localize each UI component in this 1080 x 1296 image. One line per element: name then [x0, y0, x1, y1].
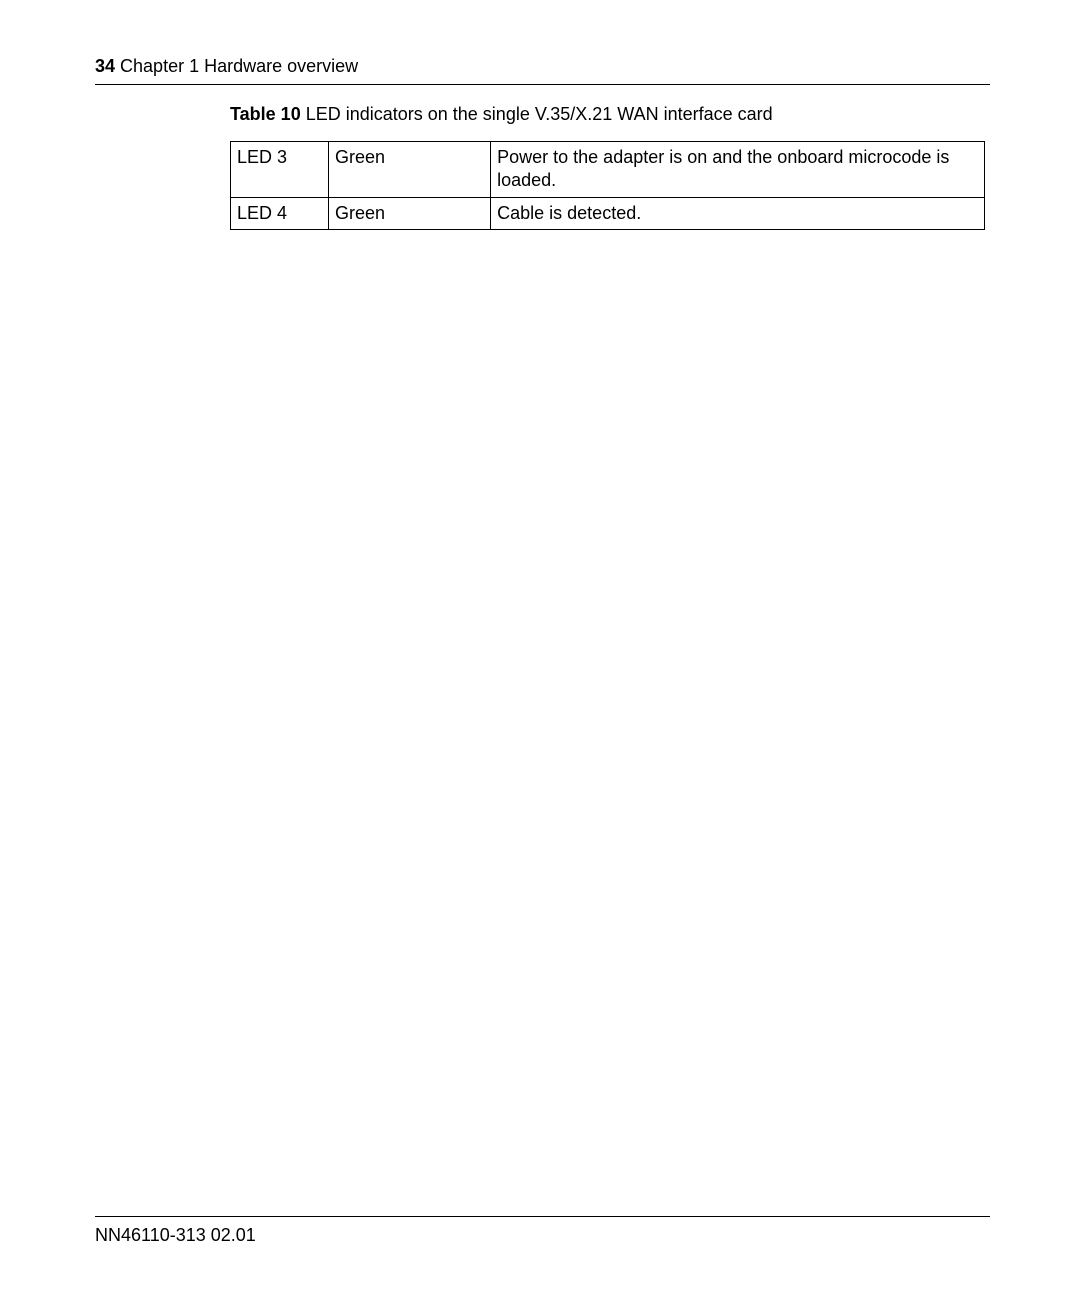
table-row: LED 3 Green Power to the adapter is on a…	[231, 141, 985, 197]
content-region: Table 10 LED indicators on the single V.…	[95, 103, 990, 230]
table-title: LED indicators on the single V.35/X.21 W…	[301, 104, 773, 124]
table-label: Table 10	[230, 104, 301, 124]
table-caption: Table 10 LED indicators on the single V.…	[230, 103, 985, 126]
table-cell-led: LED 4	[231, 197, 329, 229]
table-cell-color: Green	[329, 141, 491, 197]
document-id: NN46110-313 02.01	[95, 1225, 990, 1246]
led-indicator-table: LED 3 Green Power to the adapter is on a…	[230, 141, 985, 230]
page-number: 34	[95, 56, 115, 76]
page-footer-region: NN46110-313 02.01	[95, 1216, 990, 1246]
table-cell-led: LED 3	[231, 141, 329, 197]
chapter-label: Chapter 1 Hardware overview	[115, 56, 358, 76]
table-cell-description: Cable is detected.	[491, 197, 985, 229]
page-header: 34 Chapter 1 Hardware overview	[95, 55, 990, 78]
page-header-region: 34 Chapter 1 Hardware overview	[95, 55, 990, 85]
table-cell-description: Power to the adapter is on and the onboa…	[491, 141, 985, 197]
table-cell-color: Green	[329, 197, 491, 229]
table-row: LED 4 Green Cable is detected.	[231, 197, 985, 229]
